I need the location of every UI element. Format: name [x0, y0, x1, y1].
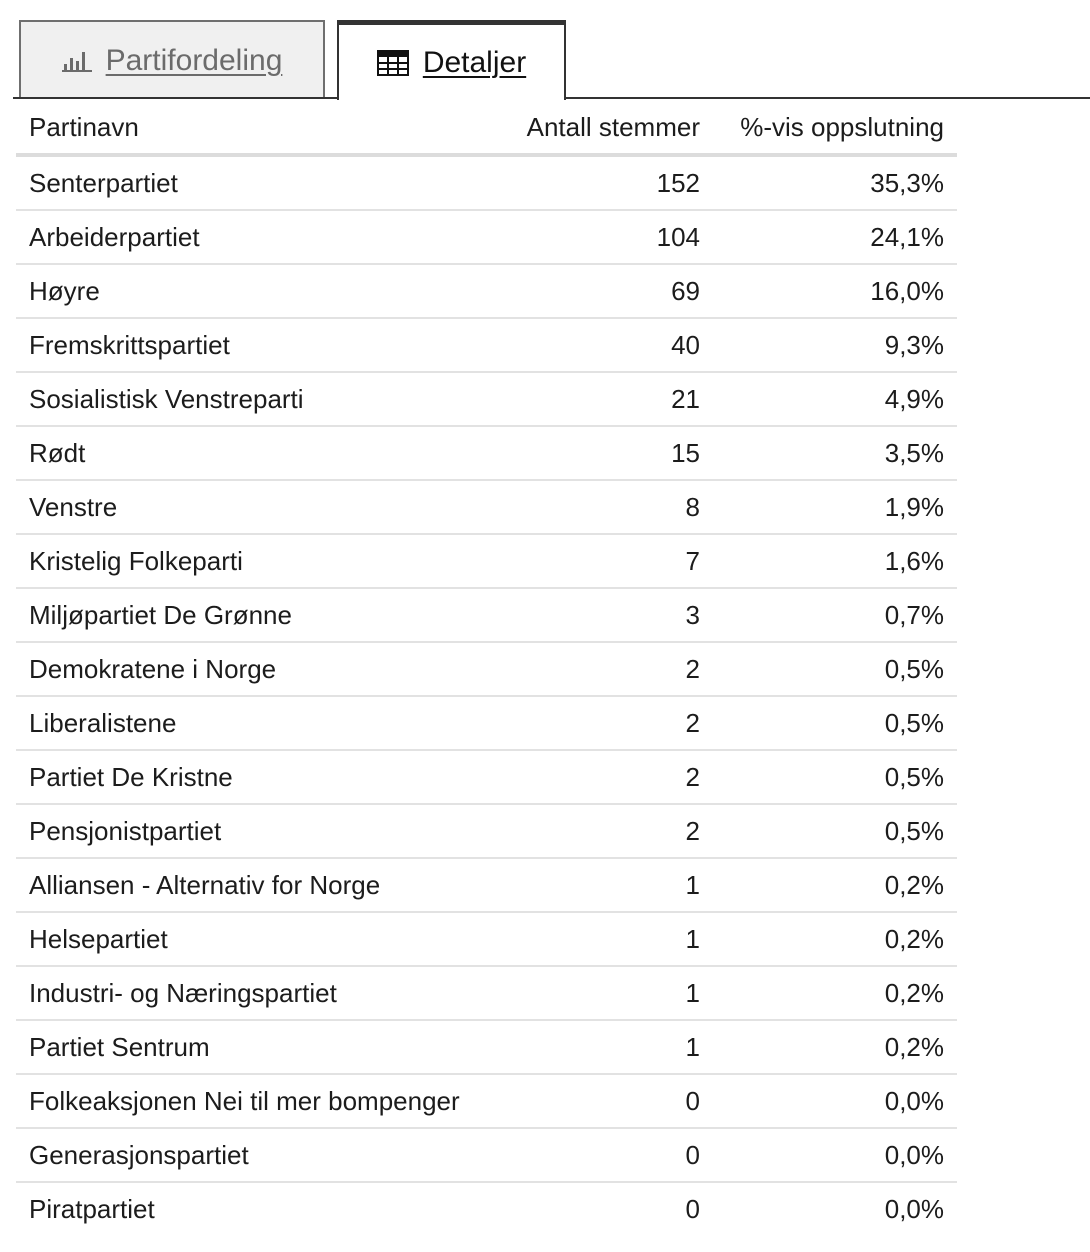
table-row: Demokratene i Norge 2 0,5%	[16, 642, 957, 697]
table-row: Folkeaksjonen Nei til mer bompenger 0 0,0%	[16, 1074, 957, 1129]
party-name: Piratpartiet	[29, 1193, 155, 1224]
party-name: Sosialistisk Venstreparti	[16, 372, 487, 427]
vote-percent: 24,1%	[713, 210, 957, 265]
vote-percent: 0,5%	[713, 696, 957, 751]
vote-count: 2	[487, 696, 713, 751]
vote-percent: 35,3%	[713, 155, 957, 211]
tab-detaljer[interactable]: Detaljer	[337, 20, 566, 100]
party-name: Liberalistene	[16, 696, 487, 751]
party-name: Kristelig Folkeparti	[16, 534, 487, 589]
vote-percent: 0,7%	[713, 588, 957, 643]
table-row: Generasjonspartiet 0 0,0%	[16, 1128, 957, 1183]
table-row: Miljøpartiet De Grønne 3 0,7%	[16, 588, 957, 643]
header-vote-percent: %-vis oppslutning	[713, 101, 957, 157]
party-name: Industri- og Næringspartiet	[16, 966, 487, 1021]
table-row: Sosialistisk Venstreparti 21 4,9%	[16, 372, 957, 427]
vote-count: 1	[487, 858, 713, 913]
table-row: Alliansen - Alternativ for Norge 1 0,2%	[16, 858, 957, 913]
table-icon	[376, 49, 409, 76]
vote-count: 152	[487, 155, 713, 211]
vote-percent: 9,3%	[713, 318, 957, 373]
party-name: Høyre	[16, 264, 487, 319]
vote-count: 3	[487, 588, 713, 643]
vote-percent: 0,5%	[713, 804, 957, 859]
bar-chart-icon	[61, 50, 92, 72]
party-name: Partiet De Kristne	[16, 750, 487, 805]
vote-percent: 0,2%	[713, 966, 957, 1021]
vote-percent: 0,5%	[713, 642, 957, 697]
party-name: Arbeiderpartiet	[16, 210, 487, 265]
table-row: Arbeiderpartiet 104 24,1%	[16, 210, 957, 265]
vote-percent: 0,2%	[713, 912, 957, 967]
tab-partifordeling-label: Partifordeling	[105, 43, 283, 77]
vote-percent: 16,0%	[713, 264, 957, 319]
header-row: Partinavn Antall stemmer %-vis oppslutni…	[16, 101, 957, 157]
vote-count: 1	[487, 966, 713, 1021]
table-row: Helsepartiet 1 0,2%	[16, 912, 957, 967]
tab-bar: Partifordeling Detaljer	[0, 0, 1090, 100]
vote-count: 69	[487, 264, 713, 319]
party-name: Rødt	[16, 426, 487, 481]
vote-count: 0	[487, 1074, 713, 1129]
vote-count: 1	[487, 1020, 713, 1075]
vote-percent: 0,2%	[713, 858, 957, 913]
table-row: Partiet Sentrum 1 0,2%	[16, 1020, 957, 1075]
vote-percent: 0,0%	[884, 1193, 944, 1224]
vote-count: 2	[487, 804, 713, 859]
vote-count: 104	[487, 210, 713, 265]
vote-percent: 4,9%	[713, 372, 957, 427]
table-row: Fremskrittspartiet 40 9,3%	[16, 318, 957, 373]
header-party-name: Partinavn	[16, 101, 487, 157]
table-row: Senterpartiet 152 35,3%	[16, 155, 957, 211]
table-header: Partinavn Antall stemmer %-vis oppslutni…	[16, 101, 957, 157]
table-body: Senterpartiet 152 35,3% Arbeiderpartiet 104…	[16, 155, 957, 1235]
results-table: Partinavn Antall stemmer %-vis oppslutni…	[16, 101, 957, 1235]
party-name: Alliansen - Alternativ for Norge	[16, 858, 487, 913]
vote-percent: 0,0%	[713, 1074, 957, 1129]
vote-percent: 1,9%	[713, 480, 957, 535]
tab-detaljer-label: Detaljer	[422, 45, 527, 79]
table-row: Pensjonistpartiet 2 0,5%	[16, 804, 957, 859]
party-name: Helsepartiet	[16, 912, 487, 967]
vote-count: 21	[487, 372, 713, 427]
vote-count: 2	[487, 750, 713, 805]
table-row: Venstre 8 1,9%	[16, 480, 957, 535]
vote-percent: 0,0%	[713, 1128, 957, 1183]
party-name: Fremskrittspartiet	[16, 318, 487, 373]
party-name: Venstre	[16, 480, 487, 535]
table-row: Kristelig Folkeparti 7 1,6%	[16, 534, 957, 589]
table-row: Rødt 15 3,5%	[16, 426, 957, 481]
vote-count: 0	[685, 1193, 700, 1224]
vote-count: 2	[487, 642, 713, 697]
vote-count: 15	[487, 426, 713, 481]
table-row: Høyre 69 16,0%	[16, 264, 957, 319]
vote-percent: 1,6%	[713, 534, 957, 589]
party-name: Folkeaksjonen Nei til mer bompenger	[16, 1074, 487, 1129]
table-row: Liberalistene 2 0,5%	[16, 696, 957, 751]
vote-percent: 3,5%	[713, 426, 957, 481]
vote-count: 0	[487, 1128, 713, 1183]
party-name: Generasjonspartiet	[16, 1128, 487, 1183]
table-row: Industri- og Næringspartiet 1 0,2%	[16, 966, 957, 1021]
header-vote-count: Antall stemmer	[487, 101, 713, 157]
party-name: Partiet Sentrum	[16, 1020, 487, 1075]
table-row: Partiet De Kristne 2 0,5%	[16, 750, 957, 805]
party-name: Demokratene i Norge	[16, 642, 487, 697]
vote-percent: 0,2%	[713, 1020, 957, 1075]
party-name: Senterpartiet	[16, 155, 487, 211]
party-name: Miljøpartiet De Grønne	[16, 588, 487, 643]
table-row: Piratpartiet 0 0,0%	[16, 1182, 957, 1235]
tab-partifordeling[interactable]: Partifordeling	[19, 20, 325, 99]
vote-count: 1	[487, 912, 713, 967]
party-name: Pensjonistpartiet	[16, 804, 487, 859]
vote-count: 7	[487, 534, 713, 589]
vote-percent: 0,5%	[713, 750, 957, 805]
vote-count: 40	[487, 318, 713, 373]
vote-count: 8	[487, 480, 713, 535]
